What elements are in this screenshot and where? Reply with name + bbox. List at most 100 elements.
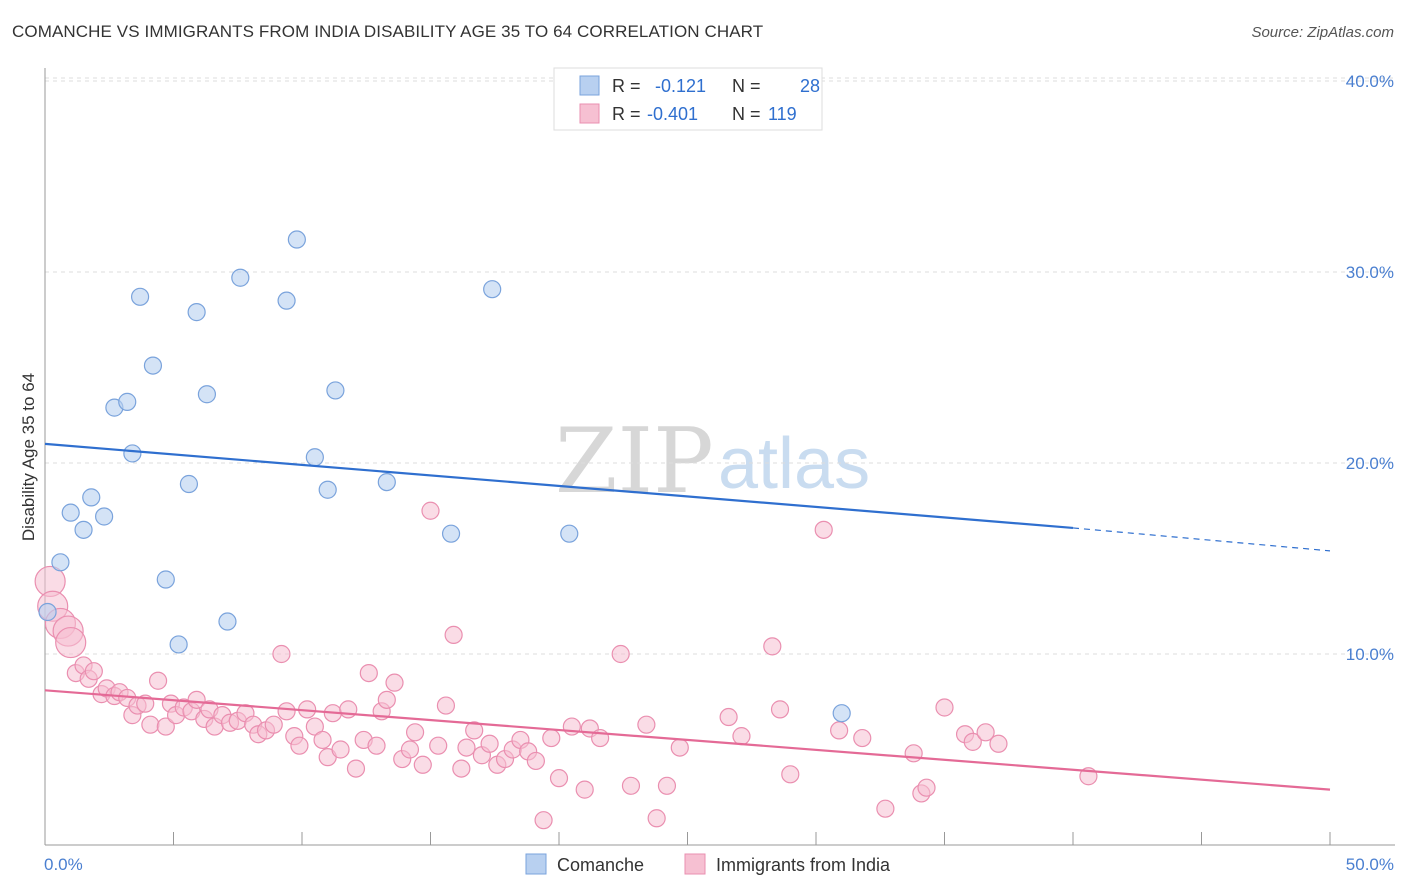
point-comanche xyxy=(82,488,101,507)
point-india xyxy=(611,644,630,664)
point-india xyxy=(346,759,366,778)
point-india xyxy=(290,736,309,755)
trend-lines xyxy=(44,442,1331,791)
point-india xyxy=(853,728,872,748)
legend: R = -0.121 N = 28 R = -0.401 N = 119 xyxy=(553,67,823,131)
point-india xyxy=(670,738,689,757)
legend-r-value-india: -0.401 xyxy=(647,104,698,124)
point-india xyxy=(141,715,160,734)
point-comanche xyxy=(143,356,163,375)
legend-n-label-india: N = xyxy=(732,104,761,124)
point-india xyxy=(272,644,291,664)
point-comanche xyxy=(560,524,579,543)
point-india xyxy=(830,721,849,740)
point-india xyxy=(637,715,656,734)
point-comanche xyxy=(187,303,206,322)
point-india xyxy=(989,734,1008,753)
point-india xyxy=(55,626,87,659)
point-india xyxy=(359,663,378,683)
bottom-legend-swatch-india xyxy=(684,853,706,875)
point-india xyxy=(814,520,833,539)
point-india xyxy=(575,780,594,799)
point-india xyxy=(429,736,448,755)
legend-swatch-comanche xyxy=(579,75,600,96)
bottom-legend: Comanche Immigrants from India xyxy=(525,853,891,875)
point-india xyxy=(770,700,790,719)
point-india xyxy=(763,637,782,656)
point-india xyxy=(963,732,982,751)
point-india xyxy=(264,715,283,734)
bottom-legend-label-india: Immigrants from India xyxy=(716,855,891,875)
point-india xyxy=(421,501,440,520)
y-axis-label: Disability Age 35 to 64 xyxy=(19,373,38,541)
chart-source: Source: ZipAtlas.com xyxy=(1251,24,1394,41)
point-comanche xyxy=(305,448,324,467)
point-comanche xyxy=(61,503,80,522)
y-tick-label-40: 40.0% xyxy=(1346,72,1394,91)
trend-line-comanche xyxy=(44,442,1074,530)
legend-r-label-india: R = xyxy=(612,104,641,124)
point-india xyxy=(413,755,432,774)
legend-swatch-india xyxy=(579,103,600,124)
point-india xyxy=(377,690,396,709)
point-india xyxy=(400,740,420,759)
point-india xyxy=(719,707,738,727)
point-india xyxy=(84,662,103,681)
point-comanche xyxy=(326,381,345,400)
bottom-legend-swatch-comanche xyxy=(525,853,547,875)
point-india xyxy=(148,671,168,690)
point-india xyxy=(436,696,456,715)
trend-line-india xyxy=(44,689,1331,791)
point-india xyxy=(647,809,666,828)
point-comanche xyxy=(377,473,396,492)
point-india xyxy=(156,717,175,736)
legend-r-value-comanche: -0.121 xyxy=(655,76,706,96)
grid xyxy=(45,77,1395,655)
point-india xyxy=(876,799,895,818)
point-india xyxy=(917,778,936,797)
point-india xyxy=(331,740,350,759)
bottom-legend-label-comanche: Comanche xyxy=(557,855,644,875)
point-india xyxy=(187,690,206,709)
point-india xyxy=(526,751,545,771)
y-tick-label-20: 20.0% xyxy=(1346,454,1394,473)
legend-n-label-comanche: N = xyxy=(732,76,761,96)
legend-r-label-comanche: R = xyxy=(612,76,641,96)
point-comanche xyxy=(231,268,250,287)
point-comanche xyxy=(197,385,217,404)
x-tick-label-0: 0.0% xyxy=(44,855,83,874)
point-comanche xyxy=(38,602,57,622)
point-comanche xyxy=(277,291,296,310)
point-india xyxy=(935,698,954,717)
tick-labels: 10.0% 20.0% 30.0% 40.0% 0.0% 50.0% xyxy=(44,72,1394,874)
point-india xyxy=(452,759,471,778)
point-india xyxy=(781,765,800,784)
point-india xyxy=(457,738,476,757)
point-india xyxy=(976,723,995,742)
point-comanche xyxy=(318,480,337,499)
point-comanche xyxy=(156,570,175,589)
point-comanche xyxy=(169,635,188,654)
point-comanche xyxy=(287,230,306,249)
axes xyxy=(44,68,1395,846)
x-tick-label-50: 50.0% xyxy=(1346,855,1394,874)
point-india xyxy=(277,702,296,721)
y-tick-label-10: 10.0% xyxy=(1346,645,1394,664)
point-india xyxy=(385,673,404,692)
point-india xyxy=(444,625,463,645)
point-comanche xyxy=(123,444,142,463)
point-comanche xyxy=(832,704,851,723)
point-comanche xyxy=(74,520,93,539)
y-tick-label-30: 30.0% xyxy=(1346,263,1394,282)
point-comanche xyxy=(179,474,199,494)
point-comanche xyxy=(218,612,237,631)
point-comanche xyxy=(95,507,114,526)
point-comanche xyxy=(51,553,70,572)
point-india xyxy=(549,769,569,788)
point-india xyxy=(534,811,553,830)
point-india xyxy=(305,717,324,736)
series-india-points xyxy=(34,501,1098,830)
point-india xyxy=(405,723,425,742)
point-india xyxy=(367,736,386,755)
